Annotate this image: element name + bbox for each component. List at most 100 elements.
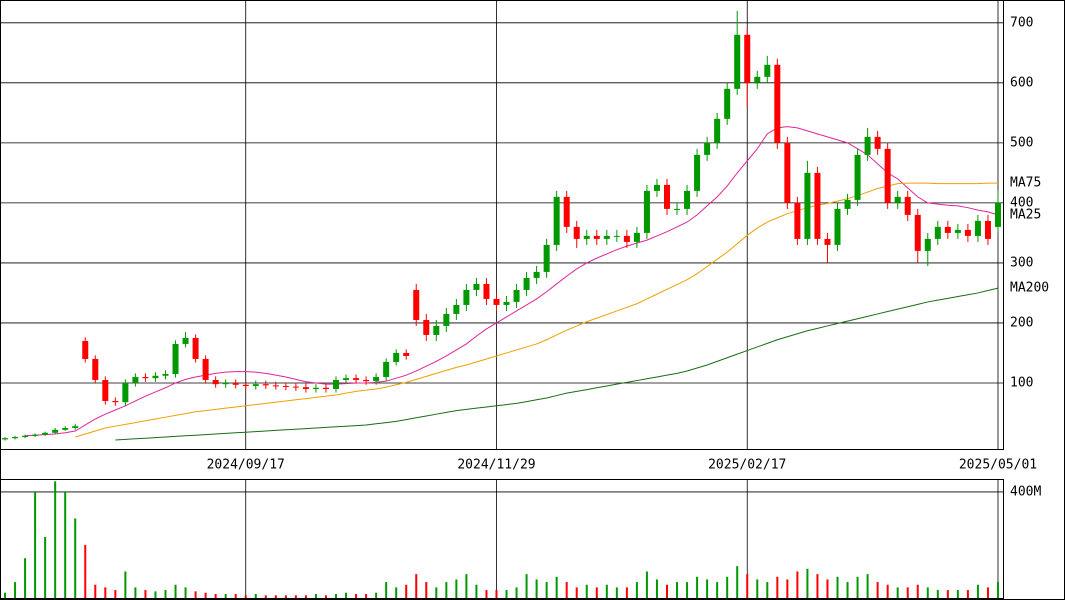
candle-body [904, 196, 911, 215]
volume-bar [34, 491, 37, 598]
volume-bar [154, 591, 157, 598]
volume-bar [515, 587, 518, 598]
candle-body [674, 208, 681, 210]
volume-bar [605, 584, 608, 598]
candle-body [393, 352, 400, 362]
candle-body [593, 235, 600, 239]
volume-bar [475, 584, 478, 598]
volume-bar [94, 584, 97, 598]
volume-bar [435, 587, 438, 598]
volume-bar [926, 587, 929, 598]
candle-body [272, 385, 279, 387]
candle-body [653, 184, 660, 191]
volume-bar [124, 571, 127, 598]
candle-body [694, 154, 701, 191]
candle-body [704, 142, 711, 155]
volume-bar [365, 594, 368, 598]
candle-body [663, 184, 670, 209]
volume-bar [355, 594, 358, 598]
volume-bar [174, 584, 177, 598]
volume-bar [345, 592, 348, 598]
candle-body [934, 226, 941, 239]
volume-bar [244, 595, 247, 598]
volume-bar [996, 582, 999, 598]
candle-body [724, 88, 731, 119]
candle-body [483, 283, 490, 299]
volume-bar [324, 595, 327, 598]
y-tick-label: 400M [1010, 484, 1041, 499]
y-tick-label: 500 [1010, 135, 1033, 150]
candle-body [744, 34, 751, 83]
candle-body [924, 238, 931, 251]
volume-bar [314, 594, 317, 598]
candle-body [383, 361, 390, 377]
candle-body [202, 358, 209, 380]
candle-body [473, 283, 480, 290]
volume-bar [385, 582, 388, 598]
volume-bar [4, 592, 7, 598]
candle-body [2, 438, 9, 440]
volume-bar [575, 587, 578, 598]
volume-bar [956, 590, 959, 598]
y-tick-label: 100 [1010, 375, 1033, 390]
volume-bar [756, 579, 759, 598]
candle-body [543, 244, 550, 272]
volume-bar [254, 594, 257, 598]
volume-bar [44, 537, 47, 598]
candle-body [573, 226, 580, 239]
candle-body [72, 426, 79, 428]
volume-bar [525, 574, 528, 598]
candle-body [884, 148, 891, 203]
volume-bar [936, 590, 939, 598]
candle-body [944, 226, 951, 233]
candle-body [152, 375, 159, 379]
y-tick-label: 700 [1010, 15, 1033, 30]
moving-average-line [25, 126, 999, 437]
candle-body [994, 202, 1001, 227]
volume-bar [625, 587, 628, 598]
volume-bar [505, 590, 508, 598]
volume-bar [74, 518, 77, 598]
candle-body [854, 154, 861, 200]
volume-bar [796, 571, 799, 598]
volume-bar [535, 579, 538, 598]
volume-bar [214, 594, 217, 598]
candle-body [613, 235, 620, 237]
volume-bar [14, 582, 17, 598]
candle-body [22, 435, 29, 437]
y-tick-label: 600 [1010, 75, 1033, 90]
candle-body [794, 202, 801, 239]
x-tick-label: 2024/11/29 [457, 458, 535, 473]
candle-body [914, 214, 921, 251]
candle-body [52, 429, 59, 433]
candle-body [413, 289, 420, 320]
volume-bar [565, 582, 568, 598]
candle-body [363, 379, 370, 382]
candle-body [112, 400, 119, 403]
candle-body [563, 196, 570, 227]
volume-bar [976, 584, 979, 598]
candle-body [172, 343, 179, 374]
candle-body [583, 235, 590, 239]
y-tick-label: 400 [1010, 195, 1033, 210]
candle-body [232, 382, 239, 385]
volume-bar [164, 590, 167, 598]
candle-body [333, 379, 340, 389]
candle-body [443, 313, 450, 326]
candle-body [633, 232, 640, 242]
candle-body [513, 289, 520, 302]
candle-body [373, 376, 380, 382]
volume-bar [415, 574, 418, 598]
volume-bar [395, 587, 398, 598]
candle-body [964, 229, 971, 236]
volume-bar [224, 594, 227, 598]
volume-bar [274, 595, 277, 598]
candle-body [42, 432, 49, 435]
volume-bar [916, 584, 919, 598]
candle-body [523, 277, 530, 290]
x-tick-label: 2025/05/01 [959, 458, 1037, 473]
candle-body [292, 386, 299, 388]
volume-bars [4, 481, 999, 598]
